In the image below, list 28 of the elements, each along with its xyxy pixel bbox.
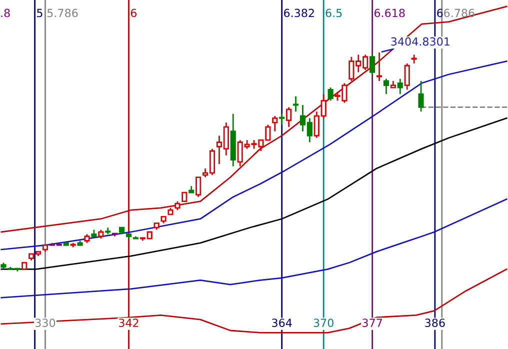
annotation: 6.618 [374,8,405,18]
x-tick-label: 377 [362,318,382,328]
candlestick [383,78,389,95]
candlestick [370,54,376,76]
x-tick-label: 342 [118,318,138,328]
annotation: 6.786 [444,8,474,18]
candlestick [397,78,403,95]
annotation: 5.786 [47,8,78,18]
candlestick [286,106,292,128]
candlestick [376,52,382,82]
candlestick [292,96,299,112]
x-tick-label: 330 [35,318,56,328]
x-tick-label: 364 [272,318,292,328]
candlestick [418,80,424,112]
candlestick [272,115,278,132]
annotation: 6 [437,8,443,18]
annotation: 6.5 [326,8,342,18]
candlestick [328,86,334,102]
x-tick-label: 386 [425,318,445,328]
annotation: 3404.8301 [391,37,450,46]
annotation: 5 [37,8,42,18]
text: .8 [1,8,10,18]
annotation: 6 [130,8,136,18]
x-tick-label: 370 [314,318,334,328]
candlestick [196,176,202,198]
candlestick [279,113,285,126]
candlestick [404,62,410,90]
annotation: 6.382 [284,8,314,18]
